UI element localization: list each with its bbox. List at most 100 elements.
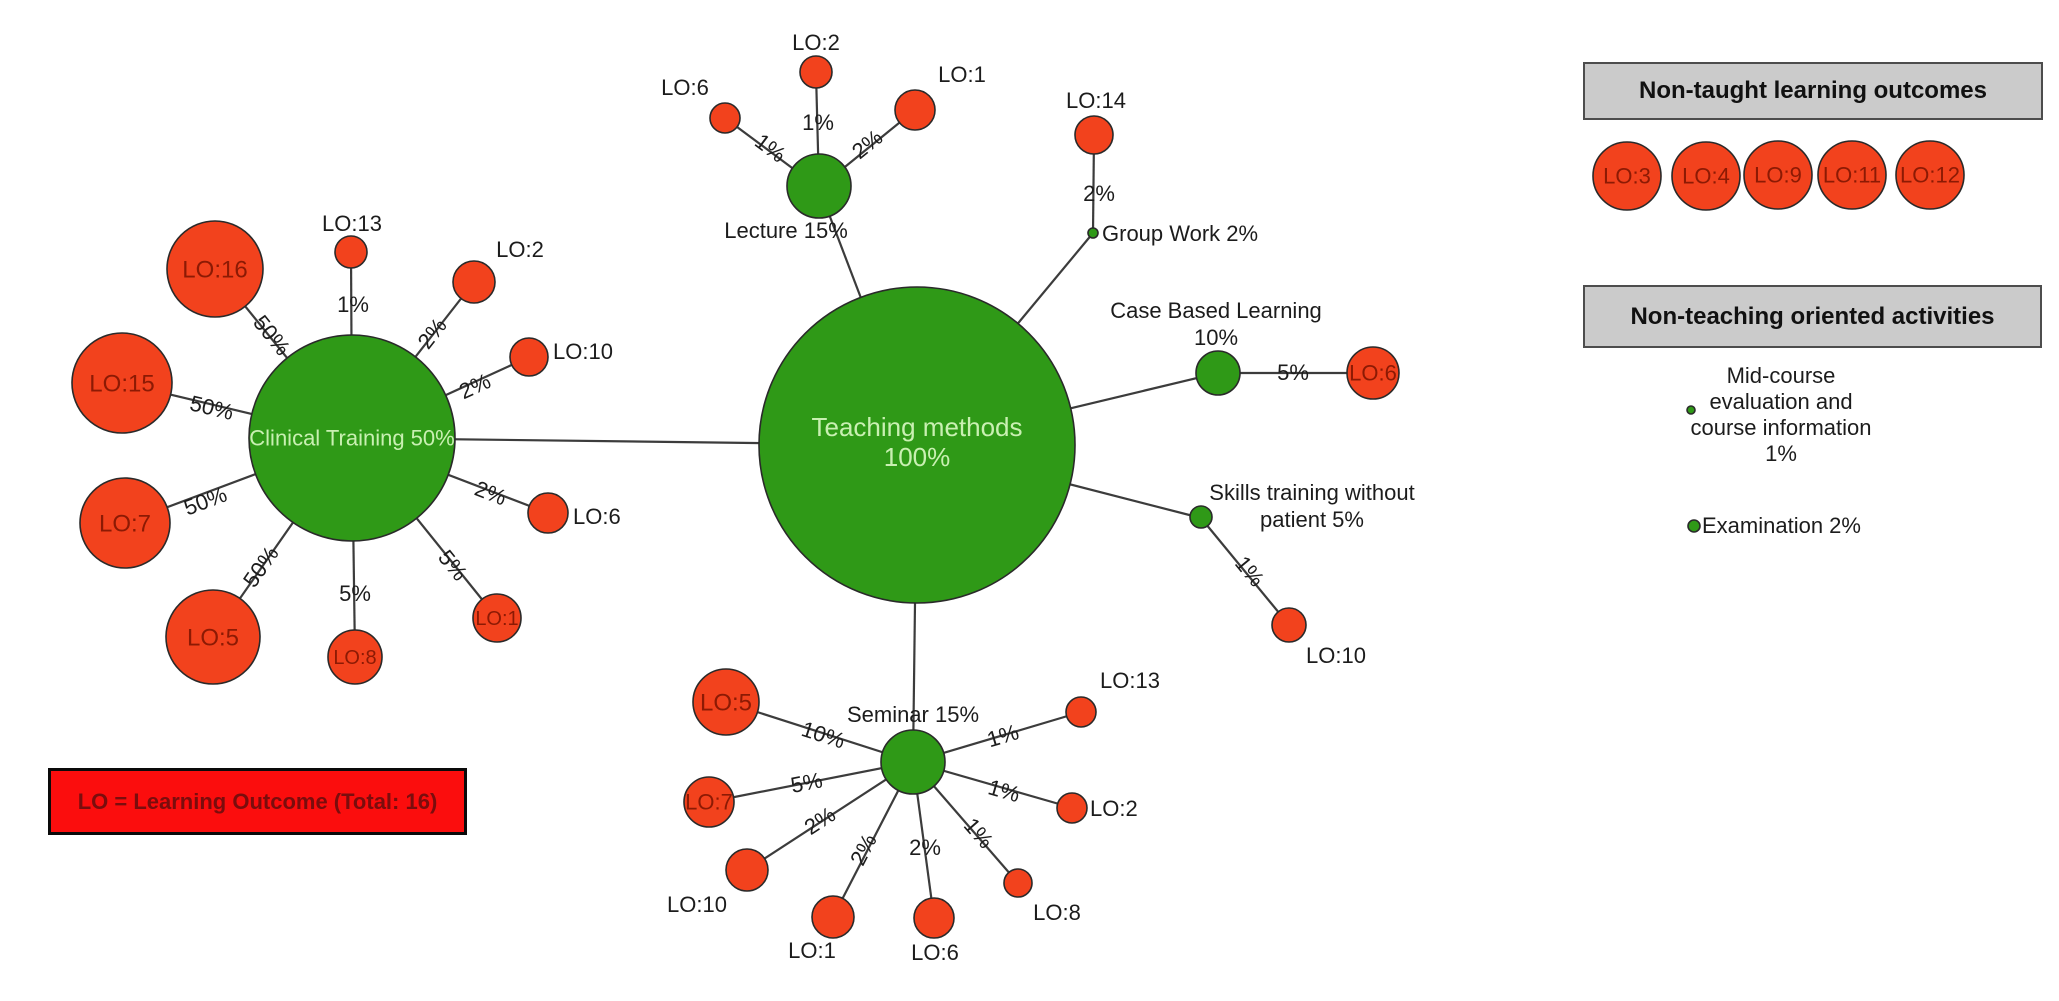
edge-percentage-label: 5% <box>789 767 825 798</box>
node-lo3-nontaught <box>1592 141 1662 211</box>
teaching-methods-label: Teaching methods <box>811 412 1022 442</box>
node-examination-dot <box>1687 519 1701 533</box>
node-midcourse-dot <box>1686 405 1696 415</box>
node-lo11-nontaught <box>1817 140 1887 210</box>
skills-label: Skills training without <box>1209 480 1414 505</box>
node-lo6-cbl <box>1346 346 1400 400</box>
lo10-clinical-label: LO:10 <box>553 339 613 364</box>
node-lo2-seminar <box>1056 792 1088 824</box>
node-label-lo1-clinical: LO:1 <box>475 608 518 630</box>
edge-percentage-label: 2% <box>1083 181 1115 206</box>
midcourse-label: evaluation and <box>1709 389 1852 414</box>
lo6-seminar-label: LO:6 <box>911 940 959 965</box>
node-lo8-seminar <box>1003 868 1033 898</box>
node-label-lo3-nontaught: LO:3 <box>1603 164 1651 189</box>
node-lo6-clinical <box>527 492 569 534</box>
edge-percentage-label: 1% <box>1230 551 1270 591</box>
edge-line <box>746 761 914 871</box>
node-clinical-training <box>248 334 456 542</box>
lecture-label: Lecture 15% <box>724 218 848 243</box>
node-teaching-methods <box>758 286 1076 604</box>
node-label-lo11-nontaught: LO:11 <box>1823 163 1881 188</box>
node-lo12-nontaught <box>1895 140 1965 210</box>
edge-percentage-label: 50% <box>238 541 284 591</box>
edge-line <box>1200 517 1290 626</box>
cbl-label: Case Based Learning <box>1110 298 1322 323</box>
node-lo14-groupwork <box>1074 115 1114 155</box>
node-lo1-seminar <box>811 895 855 939</box>
node-label-clinical-training: Clinical Training 50% <box>249 426 454 451</box>
node-case-based-learning <box>1195 350 1241 396</box>
node-label-lo4-nontaught: LO:4 <box>1682 164 1730 189</box>
edge-percentage-label: 1% <box>959 813 999 853</box>
lo13-clinical-label: LO:13 <box>322 211 382 236</box>
non-taught-learning-outcomes-header: Non-taught learning outcomes <box>1583 62 2043 120</box>
edge-percentage-label: 50% <box>180 482 230 521</box>
node-seminar <box>880 729 946 795</box>
node-lo5-clinical <box>165 589 261 685</box>
cbl-label: 10% <box>1194 325 1238 350</box>
non-teaching-oriented-activities-header: Non-teaching oriented activities <box>1583 285 2042 348</box>
edge-percentage-label: 1% <box>337 292 369 317</box>
node-group-work-dot <box>1087 227 1099 239</box>
lo10-seminar-label: LO:10 <box>667 892 727 917</box>
edge-percentage-label: 50% <box>187 390 236 425</box>
node-label-lo15-clinical: LO:15 <box>89 370 154 397</box>
node-label-lo5-seminar: LO:5 <box>700 689 752 716</box>
node-lo10-skills <box>1271 607 1307 643</box>
node-label-lo7-clinical: LO:7 <box>99 510 151 537</box>
node-skills-training <box>1189 505 1213 529</box>
edge-line <box>708 760 914 804</box>
lo6-lecture-label: LO:6 <box>661 75 709 100</box>
node-lo2-lecture <box>799 55 833 89</box>
node-lo1-clinical <box>472 593 522 643</box>
learning-outcome-legend: LO = Learning Outcome (Total: 16) <box>48 768 467 835</box>
lo8-seminar-label: LO:8 <box>1033 900 1081 925</box>
midcourse-label: course information <box>1691 415 1872 440</box>
node-lo8-clinical <box>327 629 383 685</box>
seminar-label: Seminar 15% <box>847 702 979 727</box>
edge-percentage-label: 5% <box>339 581 371 606</box>
edge-percentage-label: 2% <box>455 368 494 404</box>
node-label-lo8-clinical: LO:8 <box>333 647 376 669</box>
edge-percentage-label: 5% <box>1277 360 1309 385</box>
midcourse-label: 1% <box>1765 441 1797 466</box>
edge-percentage-label: 2% <box>909 835 941 860</box>
node-label-lo12-nontaught: LO:12 <box>1900 163 1960 188</box>
node-label-lo6-cbl: LO:6 <box>1349 361 1397 386</box>
node-lo4-nontaught <box>1671 141 1741 211</box>
node-lo7-clinical <box>79 477 171 569</box>
edge-percentage-label: 1% <box>802 110 834 135</box>
lo10-skills-label: LO:10 <box>1306 643 1366 668</box>
node-label-lo16-clinical: LO:16 <box>182 256 247 283</box>
node-lo5-seminar <box>692 668 760 736</box>
node-label-lo9-nontaught: LO:9 <box>1754 163 1802 188</box>
node-lo13-seminar <box>1065 696 1097 728</box>
midcourse-label: Mid-course <box>1727 363 1836 388</box>
skills-label: patient 5% <box>1260 507 1364 532</box>
node-lo9-nontaught <box>1743 140 1813 210</box>
node-lo16-clinical <box>166 220 264 318</box>
node-lecture <box>786 153 852 219</box>
node-label-lo5-clinical: LO:5 <box>187 624 239 651</box>
lo6-clinical-label: LO:6 <box>573 504 621 529</box>
teaching-methods-label: 100% <box>884 442 951 472</box>
edge-percentage-label: 10% <box>799 716 849 753</box>
node-label-lo7-seminar: LO:7 <box>685 790 733 815</box>
edge-percentage-label: 2% <box>847 124 887 163</box>
node-lo10-seminar <box>725 848 769 892</box>
node-lo10-clinical <box>509 337 549 377</box>
lo2-seminar-label: LO:2 <box>1090 796 1138 821</box>
lo13-seminar-label: LO:13 <box>1100 668 1160 693</box>
lo2-lecture-label: LO:2 <box>792 30 840 55</box>
node-lo7-seminar <box>683 776 735 828</box>
edge-percentage-label: 2% <box>800 802 840 840</box>
lo1-seminar-label: LO:1 <box>788 938 836 963</box>
node-lo6-seminar <box>913 897 955 939</box>
node-lo15-clinical <box>71 332 173 434</box>
lo14-label: LO:14 <box>1066 88 1126 113</box>
node-lo13-clinical <box>334 235 368 269</box>
edge-percentage-label: 1% <box>984 719 1022 752</box>
